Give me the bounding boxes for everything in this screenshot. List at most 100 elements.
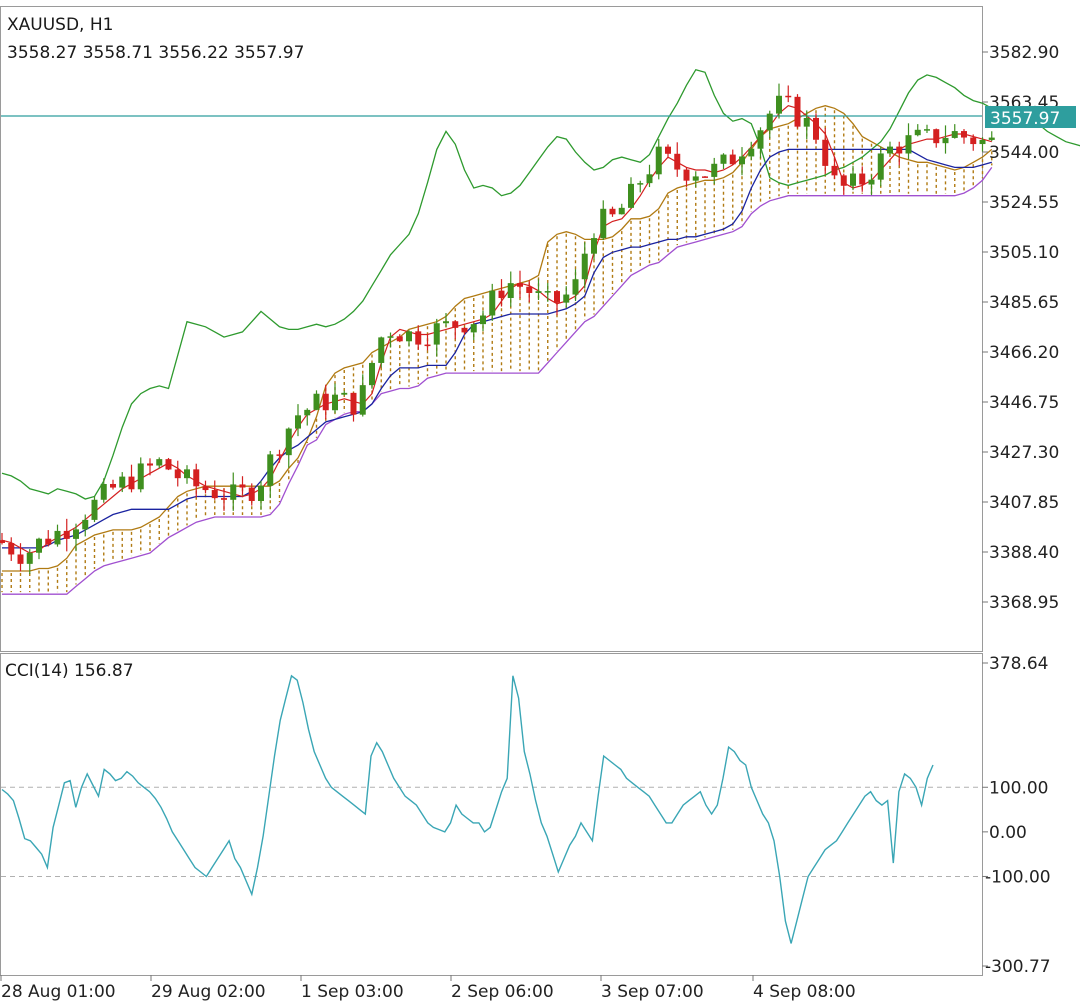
ichimoku-lines	[1, 68, 1080, 554]
candle-body	[332, 394, 338, 411]
time-tick-label: 1 Sep 03:00	[301, 982, 404, 1002]
candle-body	[794, 96, 801, 127]
time-tick-label: 28 Aug 01:00	[1, 982, 116, 1002]
candle-body	[230, 484, 237, 500]
candle-body	[128, 476, 135, 490]
candle-body	[665, 146, 671, 154]
senkou-span-a-line	[2, 105, 993, 572]
candle-body	[91, 499, 98, 520]
symbol-timeframe: XAUUSD, H1	[7, 15, 113, 35]
candle-body	[831, 165, 838, 176]
kijun-sen-line	[2, 148, 992, 549]
candle-body	[110, 483, 116, 488]
candle-body	[609, 208, 616, 215]
price-tick-label: 3368.95	[989, 593, 1059, 613]
time-tick-label: 3 Sep 07:00	[601, 982, 704, 1002]
candle-body	[470, 324, 477, 333]
candle-body	[369, 362, 375, 386]
candle-body	[507, 283, 514, 299]
cci-plot	[1, 674, 982, 944]
candle-body	[165, 459, 172, 470]
candle-body	[443, 321, 449, 324]
candle-body	[0, 540, 5, 543]
candle-body	[424, 344, 431, 347]
candle-body	[341, 392, 348, 395]
candle-body	[295, 415, 301, 429]
candle-body	[202, 486, 209, 491]
candle-body	[174, 469, 181, 479]
candle-body	[415, 331, 422, 345]
candle-body	[248, 487, 255, 501]
candle-body	[988, 137, 995, 140]
candle-body	[859, 173, 866, 185]
candle-body	[628, 183, 634, 208]
candle-body	[378, 337, 385, 363]
cci-tick-label: -300.77	[985, 957, 1051, 977]
candle-body	[544, 291, 551, 293]
candle-body	[785, 95, 792, 98]
candle-body	[572, 279, 579, 295]
candle-body	[766, 113, 773, 131]
candle-body	[100, 483, 107, 500]
price-tick-label: 3427.30	[989, 443, 1059, 463]
candle-body	[387, 336, 394, 338]
candle-body	[979, 139, 986, 145]
price-tick-label: 3466.20	[989, 343, 1059, 363]
cci-tick-label: 100.00	[989, 778, 1048, 798]
candle-body	[840, 175, 847, 186]
candle-body	[720, 154, 727, 164]
cci-label: CCI(14) 156.87	[5, 661, 134, 681]
candle-body	[711, 163, 718, 177]
price-tick-label: 3524.55	[989, 193, 1059, 213]
main-panel-frame	[0, 6, 983, 652]
candle-body	[757, 130, 764, 149]
senkou-span-b-line	[2, 167, 993, 595]
candle-body	[776, 95, 782, 114]
candle-body	[970, 137, 977, 145]
candle-body	[748, 148, 755, 157]
candle-body	[600, 208, 607, 239]
candle-body	[26, 552, 33, 564]
candle-body	[119, 476, 126, 488]
price-tick-label: 3544.00	[989, 143, 1059, 163]
candle-body	[914, 129, 921, 136]
candle-body	[951, 131, 958, 138]
candle-body	[739, 156, 745, 165]
candle-body	[406, 331, 412, 342]
candle-body	[554, 291, 560, 303]
candle-body	[803, 117, 810, 127]
tenkan-sen-line	[1, 105, 992, 554]
price-tick-label: 3407.85	[989, 493, 1059, 513]
cci-tick-label: 0.00	[989, 823, 1027, 843]
candle-body	[896, 146, 903, 154]
candle-body	[156, 459, 163, 466]
candle-body	[45, 538, 52, 545]
candle-body	[480, 315, 486, 325]
candle-body	[193, 469, 200, 487]
cci-tick-label: 378.64	[989, 654, 1048, 674]
candle-body	[933, 129, 940, 144]
candle-body	[526, 286, 533, 293]
candle-body	[868, 179, 875, 185]
candle-body	[396, 336, 403, 342]
candle-body	[313, 393, 320, 410]
candle-body	[17, 554, 24, 564]
axes: 3582.903563.453544.003524.553505.103485.…	[0, 43, 1059, 1002]
candle-body	[887, 146, 893, 154]
candle-body	[618, 207, 625, 215]
candle-body	[683, 169, 690, 181]
candle-body	[73, 529, 79, 539]
candlesticks	[0, 83, 995, 574]
candle-body	[350, 392, 357, 415]
candle-body	[461, 327, 468, 333]
ohlc-values: 3558.27 3558.71 3556.22 3557.97	[7, 43, 304, 63]
time-tick-label: 4 Sep 08:00	[753, 982, 856, 1002]
candle-body	[813, 117, 819, 140]
candle-body	[359, 385, 366, 415]
candle-body	[961, 131, 967, 138]
candle-body	[729, 154, 736, 165]
candle-body	[267, 454, 274, 486]
candle-body	[655, 146, 662, 175]
candle-body	[221, 498, 227, 500]
